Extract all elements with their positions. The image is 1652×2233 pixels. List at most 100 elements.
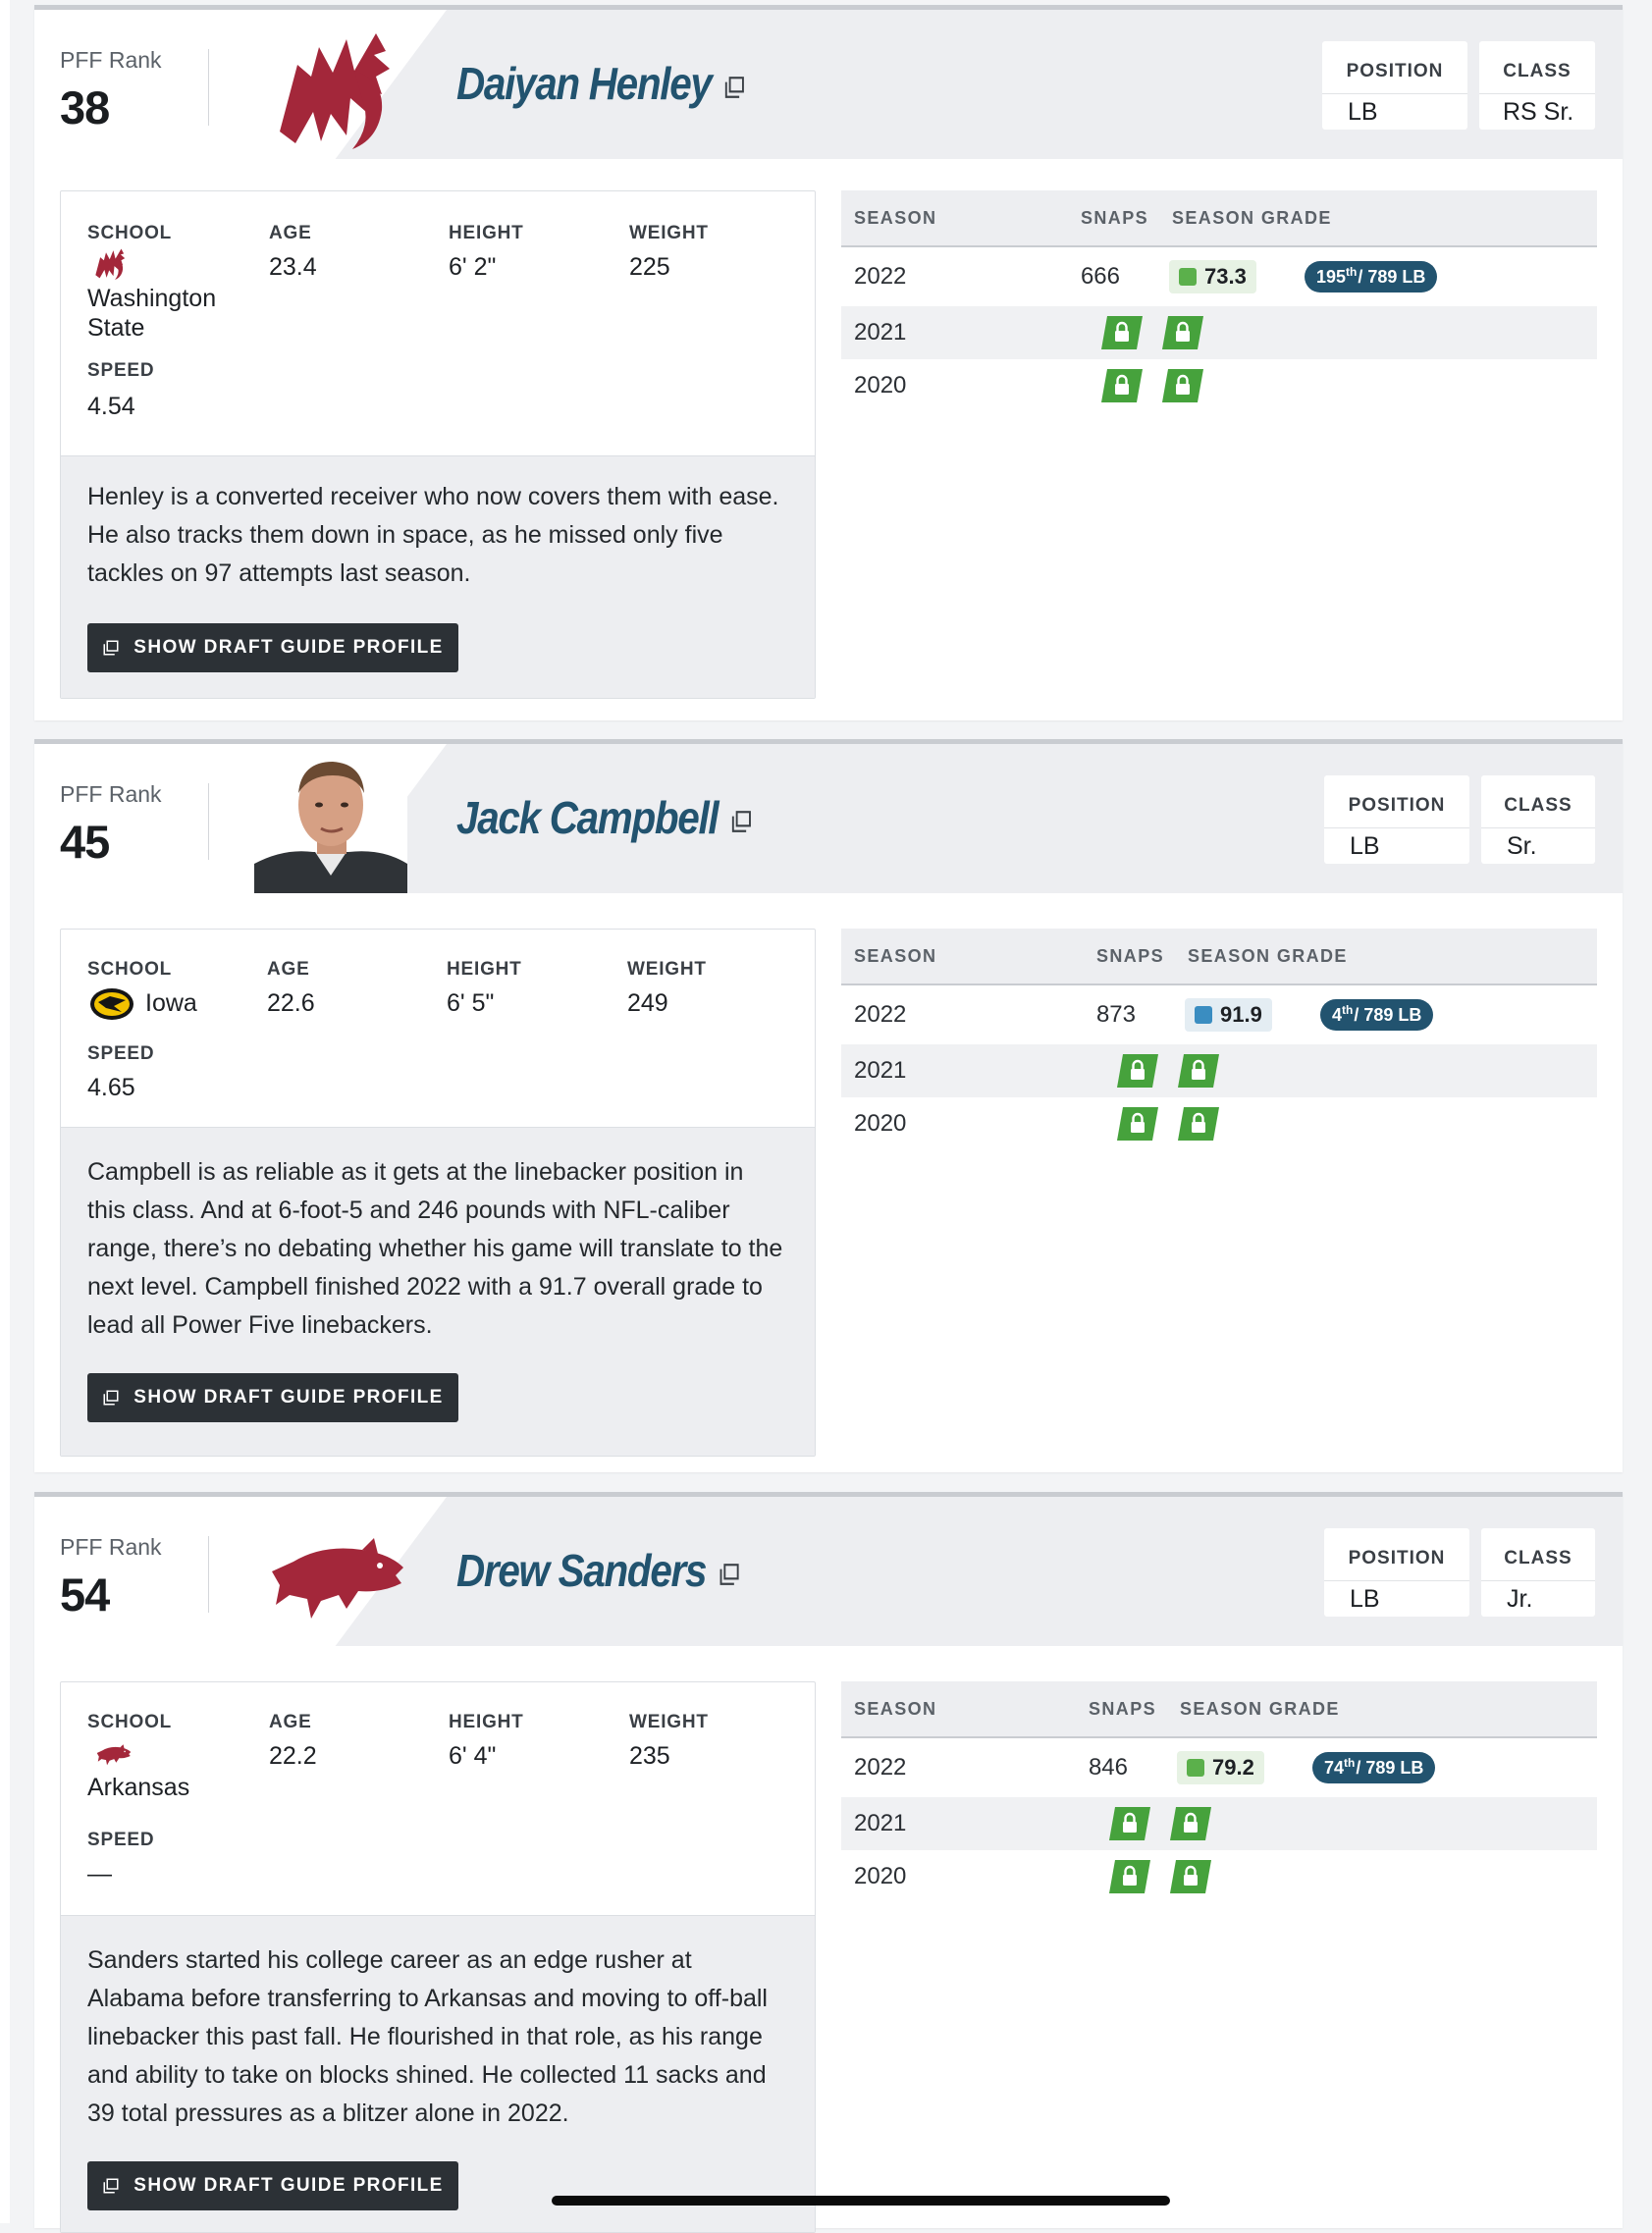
grade-color-indicator	[1187, 1759, 1204, 1777]
rank-suffix: th	[1342, 1003, 1354, 1017]
season-grade-column-header: SEASON GRADE	[1188, 946, 1348, 966]
height-label: HEIGHT	[447, 959, 522, 980]
external-link-icon	[102, 639, 120, 657]
weight-label: WEIGHT	[627, 959, 707, 980]
lock-icon[interactable]	[1170, 1860, 1211, 1893]
position-value: LB	[1348, 98, 1378, 126]
lock-icon[interactable]	[1162, 369, 1203, 402]
iowa-hawkeye-logo	[88, 986, 135, 1022]
description-area: Sanders started his college career as an…	[61, 1915, 815, 2232]
class-box: CLASS RS Sr.	[1479, 41, 1595, 130]
season-year: 2021	[854, 1810, 907, 1836]
season-grades-table: SEASON SNAPS SEASON GRADE 2022 666 73.3 …	[841, 190, 1597, 412]
class-value: Sr.	[1507, 832, 1537, 860]
season-table-header: SEASON SNAPS SEASON GRADE	[841, 929, 1597, 985]
lock-icon[interactable]	[1178, 1054, 1219, 1088]
lock-icon[interactable]	[1101, 316, 1143, 349]
snaps-value: 846	[1088, 1754, 1128, 1781]
player-name-link[interactable]: Daiyan Henley	[456, 57, 746, 110]
lock-icon[interactable]	[1162, 316, 1203, 349]
season-row: 2021	[841, 306, 1597, 359]
season-grade-value: 73.3	[1204, 264, 1247, 289]
player-card: PFF Rank 38 Daiyan Henley POSITION LB CL…	[34, 5, 1623, 720]
player-card: PFF Rank 54 Drew Sanders POSITION LB CLA…	[34, 1492, 1623, 2233]
season-table-header: SEASON SNAPS SEASON GRADE	[841, 190, 1597, 247]
position-box: POSITION LB	[1324, 775, 1469, 864]
season-grades-table: SEASON SNAPS SEASON GRADE 2022 846 79.2 …	[841, 1681, 1597, 1903]
season-column-header: SEASON	[854, 946, 937, 966]
player-card-header: PFF Rank 54 Drew Sanders POSITION LB CLA…	[34, 1497, 1623, 1646]
lock-icon[interactable]	[1109, 1807, 1150, 1840]
rank-total: / 789 LB	[1356, 1757, 1424, 1778]
height-value: 6' 2"	[449, 253, 497, 281]
age-label: AGE	[267, 959, 310, 980]
season-row: 2020	[841, 359, 1597, 412]
weight-label: WEIGHT	[629, 223, 709, 243]
grade-color-indicator	[1195, 1006, 1212, 1024]
player-card-header: PFF Rank 38 Daiyan Henley POSITION LB CL…	[34, 10, 1623, 159]
speed-value: 4.54	[87, 393, 135, 420]
lock-icon[interactable]	[1178, 1107, 1219, 1141]
class-value: RS Sr.	[1503, 98, 1574, 126]
player-description: Henley is a converted receiver who now c…	[87, 483, 779, 587]
description-area: Campbell is as reliable as it gets at th…	[61, 1127, 815, 1456]
pff-rank-value: 45	[60, 816, 110, 868]
rank-total: / 789 LB	[1358, 266, 1426, 287]
washington-state-cougar-logo	[90, 246, 130, 282]
season-year: 2022	[854, 1754, 907, 1781]
player-info-panel: SCHOOL Iowa AGE 22.6 HEIGHT 6' 5" WEIGHT…	[60, 929, 816, 1457]
player-name-link[interactable]: Jack Campbell	[456, 791, 753, 844]
season-grade-chip: 73.3	[1169, 260, 1256, 293]
player-description: Sanders started his college career as an…	[87, 1946, 768, 2127]
external-link-icon[interactable]	[723, 75, 746, 100]
pff-rank-label: PFF Rank	[60, 781, 162, 807]
season-year: 2021	[854, 319, 907, 346]
button-label: SHOW DRAFT GUIDE PROFILE	[133, 1387, 444, 1408]
lock-icon[interactable]	[1109, 1860, 1150, 1893]
lock-icon[interactable]	[1117, 1107, 1158, 1141]
season-table-header: SEASON SNAPS SEASON GRADE	[841, 1681, 1597, 1738]
pff-rank-label: PFF Rank	[60, 1534, 162, 1560]
player-description: Campbell is as reliable as it gets at th…	[87, 1158, 783, 1339]
rank-divider	[208, 1536, 209, 1613]
season-grade-value: 91.9	[1220, 1002, 1262, 1027]
speed-value: 4.65	[87, 1074, 135, 1101]
pff-rank-label: PFF Rank	[60, 47, 162, 73]
speed-label: SPEED	[87, 1830, 155, 1850]
show-draft-guide-button[interactable]: SHOW DRAFT GUIDE PROFILE	[87, 2161, 458, 2210]
speed-label: SPEED	[87, 1043, 155, 1064]
external-link-icon	[102, 2177, 120, 2195]
season-row: 2020	[841, 1097, 1597, 1150]
show-draft-guide-button[interactable]: SHOW DRAFT GUIDE PROFILE	[87, 623, 458, 672]
snaps-value: 666	[1080, 263, 1120, 290]
pff-rank-value: 38	[60, 81, 110, 133]
height-value: 6' 4"	[449, 1742, 497, 1770]
class-label: CLASS	[1503, 61, 1572, 81]
season-row: 2021	[841, 1797, 1597, 1850]
position-box: POSITION LB	[1322, 41, 1467, 130]
button-label: SHOW DRAFT GUIDE PROFILE	[133, 637, 444, 658]
class-value: Jr.	[1507, 1585, 1533, 1613]
external-link-icon[interactable]	[718, 1562, 740, 1587]
season-grade-column-header: SEASON GRADE	[1172, 208, 1332, 228]
lock-icon[interactable]	[1170, 1807, 1211, 1840]
divider	[1322, 93, 1467, 94]
divider	[1479, 93, 1595, 94]
snaps-value: 873	[1095, 1001, 1136, 1028]
show-draft-guide-button[interactable]: SHOW DRAFT GUIDE PROFILE	[87, 1373, 458, 1422]
lock-icon[interactable]	[1117, 1054, 1158, 1088]
speed-value: —	[87, 1860, 112, 1887]
button-label: SHOW DRAFT GUIDE PROFILE	[133, 2175, 444, 2196]
snaps-column-header: SNAPS	[1081, 208, 1149, 228]
external-link-icon[interactable]	[730, 809, 753, 834]
arkansas-razorback-logo	[264, 1511, 411, 1640]
lock-icon[interactable]	[1101, 369, 1143, 402]
player-name-link[interactable]: Drew Sanders	[456, 1544, 740, 1597]
home-indicator	[552, 2196, 1170, 2206]
season-row: 2021	[841, 1044, 1597, 1097]
school-value: Arkansas	[87, 1774, 190, 1801]
school-label: SCHOOL	[87, 1712, 173, 1732]
age-value: 23.4	[269, 253, 317, 281]
